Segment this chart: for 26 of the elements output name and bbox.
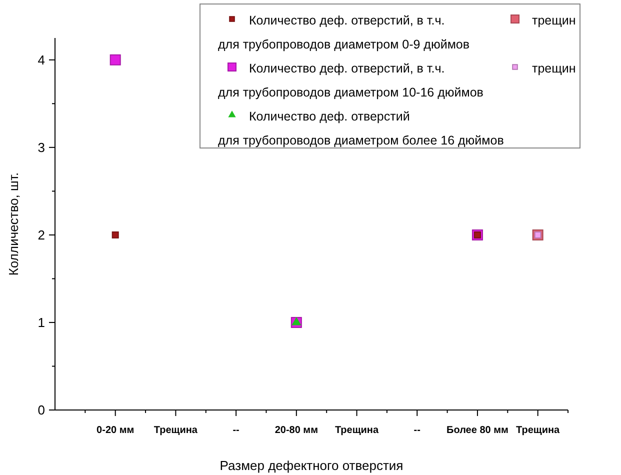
x-tick-label: Более 80 мм xyxy=(446,425,508,436)
x-tick-label: 20-80 мм xyxy=(274,425,318,436)
x-axis-title: Размер дефектного отверстия xyxy=(220,458,404,473)
point xyxy=(112,231,119,238)
legend-label: Количество деф. отверстий, в т.ч. xyxy=(249,13,445,28)
legend-label: Количество деф. отверстий, в т.ч. xyxy=(249,61,445,76)
annotation: для трубопроводов диаметром более 16 дюймов xyxy=(218,133,504,148)
y-axis-title: Колличество, шт. xyxy=(6,172,21,276)
x-tick-label: 0-20 мм xyxy=(96,425,134,436)
annotation: для трубопроводов диаметром 10-16 дюймов xyxy=(218,85,484,100)
point xyxy=(292,316,302,326)
y-tick-label: 0 xyxy=(38,402,45,418)
legend-label: трещин xyxy=(532,61,576,76)
point xyxy=(110,54,121,66)
x-tick-label: Трещина xyxy=(334,425,379,436)
legend-label: Количество деф. отверстий xyxy=(249,109,410,124)
x-tick-label: Трещина xyxy=(516,425,560,436)
y-tick-label: 2 xyxy=(38,227,45,242)
y-tick-label: 4 xyxy=(38,52,45,68)
legend-label: трещин xyxy=(532,13,576,28)
annotation: для трубопроводов диаметром 0-9 дюймов xyxy=(218,37,470,52)
y-tick-label: 3 xyxy=(38,140,45,155)
y-tick-label: 1 xyxy=(38,315,45,330)
x-tick-label: -- xyxy=(232,425,240,436)
x-tick-label: -- xyxy=(414,425,420,436)
x-tick-label: Трещина xyxy=(154,425,198,436)
